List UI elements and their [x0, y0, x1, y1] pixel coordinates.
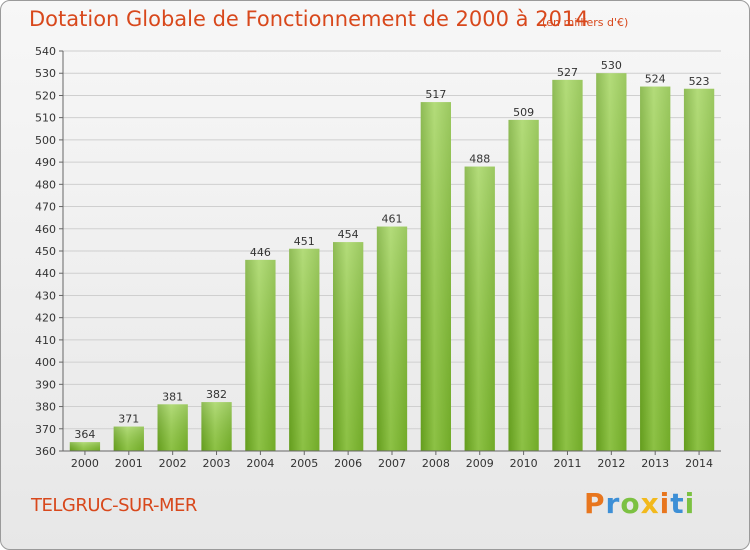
data-label-2007: 461: [382, 213, 403, 226]
data-label-2006: 454: [338, 228, 359, 241]
brand-letter: r: [605, 487, 621, 520]
brand-letter: i: [659, 487, 671, 520]
data-label-2002: 381: [162, 390, 183, 403]
y-tick-label: 380: [35, 401, 56, 414]
data-label-2014: 523: [689, 75, 710, 88]
data-label-2009: 488: [469, 153, 490, 166]
bar-shade-2001: [113, 426, 144, 451]
y-tick-label: 530: [35, 67, 56, 80]
bar-shade-2014: [683, 88, 715, 452]
chart-title: Dotation Globale de Fonctionnement de 20…: [29, 7, 589, 31]
x-tick-label-2009: 2009: [466, 457, 494, 470]
y-tick-label: 360: [35, 445, 56, 458]
data-label-2013: 524: [645, 73, 666, 86]
y-tick-label: 400: [35, 356, 56, 369]
y-tick-label: 510: [35, 112, 56, 125]
bar-shade-2012: [596, 73, 627, 451]
y-tick-label: 410: [35, 334, 56, 347]
bar-shade-2003: [201, 402, 232, 451]
bar-shade-2007: [376, 226, 408, 451]
x-tick-label-2012: 2012: [597, 457, 625, 470]
brand-letter: P: [584, 487, 606, 520]
data-label-2004: 446: [250, 246, 271, 259]
data-label-2000: 364: [74, 428, 95, 441]
y-tick-label: 500: [35, 134, 56, 147]
x-tick-label-2006: 2006: [334, 457, 362, 470]
x-tick-label-2002: 2002: [159, 457, 187, 470]
y-tick-label: 390: [35, 378, 56, 391]
y-tick-label: 520: [35, 89, 56, 102]
bar-shade-2009: [464, 166, 495, 452]
data-label-2012: 530: [601, 59, 622, 72]
bar-shade-2006: [332, 242, 364, 451]
bar-shade-2008: [420, 102, 452, 451]
y-tick-label: 470: [35, 201, 56, 214]
bar-shade-2011: [552, 79, 583, 451]
data-label-2010: 509: [513, 106, 534, 119]
y-tick-label: 540: [35, 45, 56, 58]
proxiti-logo: Proxiti: [584, 487, 695, 520]
brand-letter: t: [670, 487, 685, 520]
brand-letter: o: [620, 487, 641, 520]
data-label-2011: 527: [557, 66, 578, 79]
y-tick-label: 460: [35, 223, 56, 236]
x-tick-label-2001: 2001: [115, 457, 143, 470]
chart-subtitle: (en milliers d'€): [542, 16, 629, 29]
y-tick-label: 490: [35, 156, 56, 169]
x-tick-label-2014: 2014: [685, 457, 713, 470]
bar-shade-2002: [157, 404, 188, 451]
y-tick-label: 450: [35, 245, 56, 258]
data-label-2008: 517: [425, 88, 446, 101]
y-tick-label: 420: [35, 312, 56, 325]
bar-shade-2000: [69, 442, 101, 451]
brand-letter: x: [640, 487, 660, 520]
bar-shade-2013: [640, 86, 671, 452]
y-tick-label: 370: [35, 423, 56, 436]
data-label-2001: 371: [118, 413, 139, 426]
bar-shade-2010: [508, 119, 539, 451]
bar-shade-2005: [289, 248, 320, 451]
x-tick-label-2003: 2003: [203, 457, 231, 470]
x-tick-label-2010: 2010: [510, 457, 538, 470]
x-tick-label-2005: 2005: [290, 457, 318, 470]
y-tick-label: 440: [35, 267, 56, 280]
x-tick-label-2007: 2007: [378, 457, 406, 470]
bar-shade-2004: [245, 259, 276, 451]
x-tick-label-2004: 2004: [246, 457, 274, 470]
city-name: TELGRUC-SUR-MER: [31, 495, 197, 516]
x-tick-label-2000: 2000: [71, 457, 99, 470]
brand-letter: i: [684, 487, 696, 520]
y-tick-label: 480: [35, 178, 56, 191]
x-tick-label-2013: 2013: [641, 457, 669, 470]
x-tick-label-2011: 2011: [553, 457, 581, 470]
data-label-2005: 451: [294, 235, 315, 248]
y-tick-label: 430: [35, 289, 56, 302]
data-label-2003: 382: [206, 388, 227, 401]
x-tick-label-2008: 2008: [422, 457, 450, 470]
